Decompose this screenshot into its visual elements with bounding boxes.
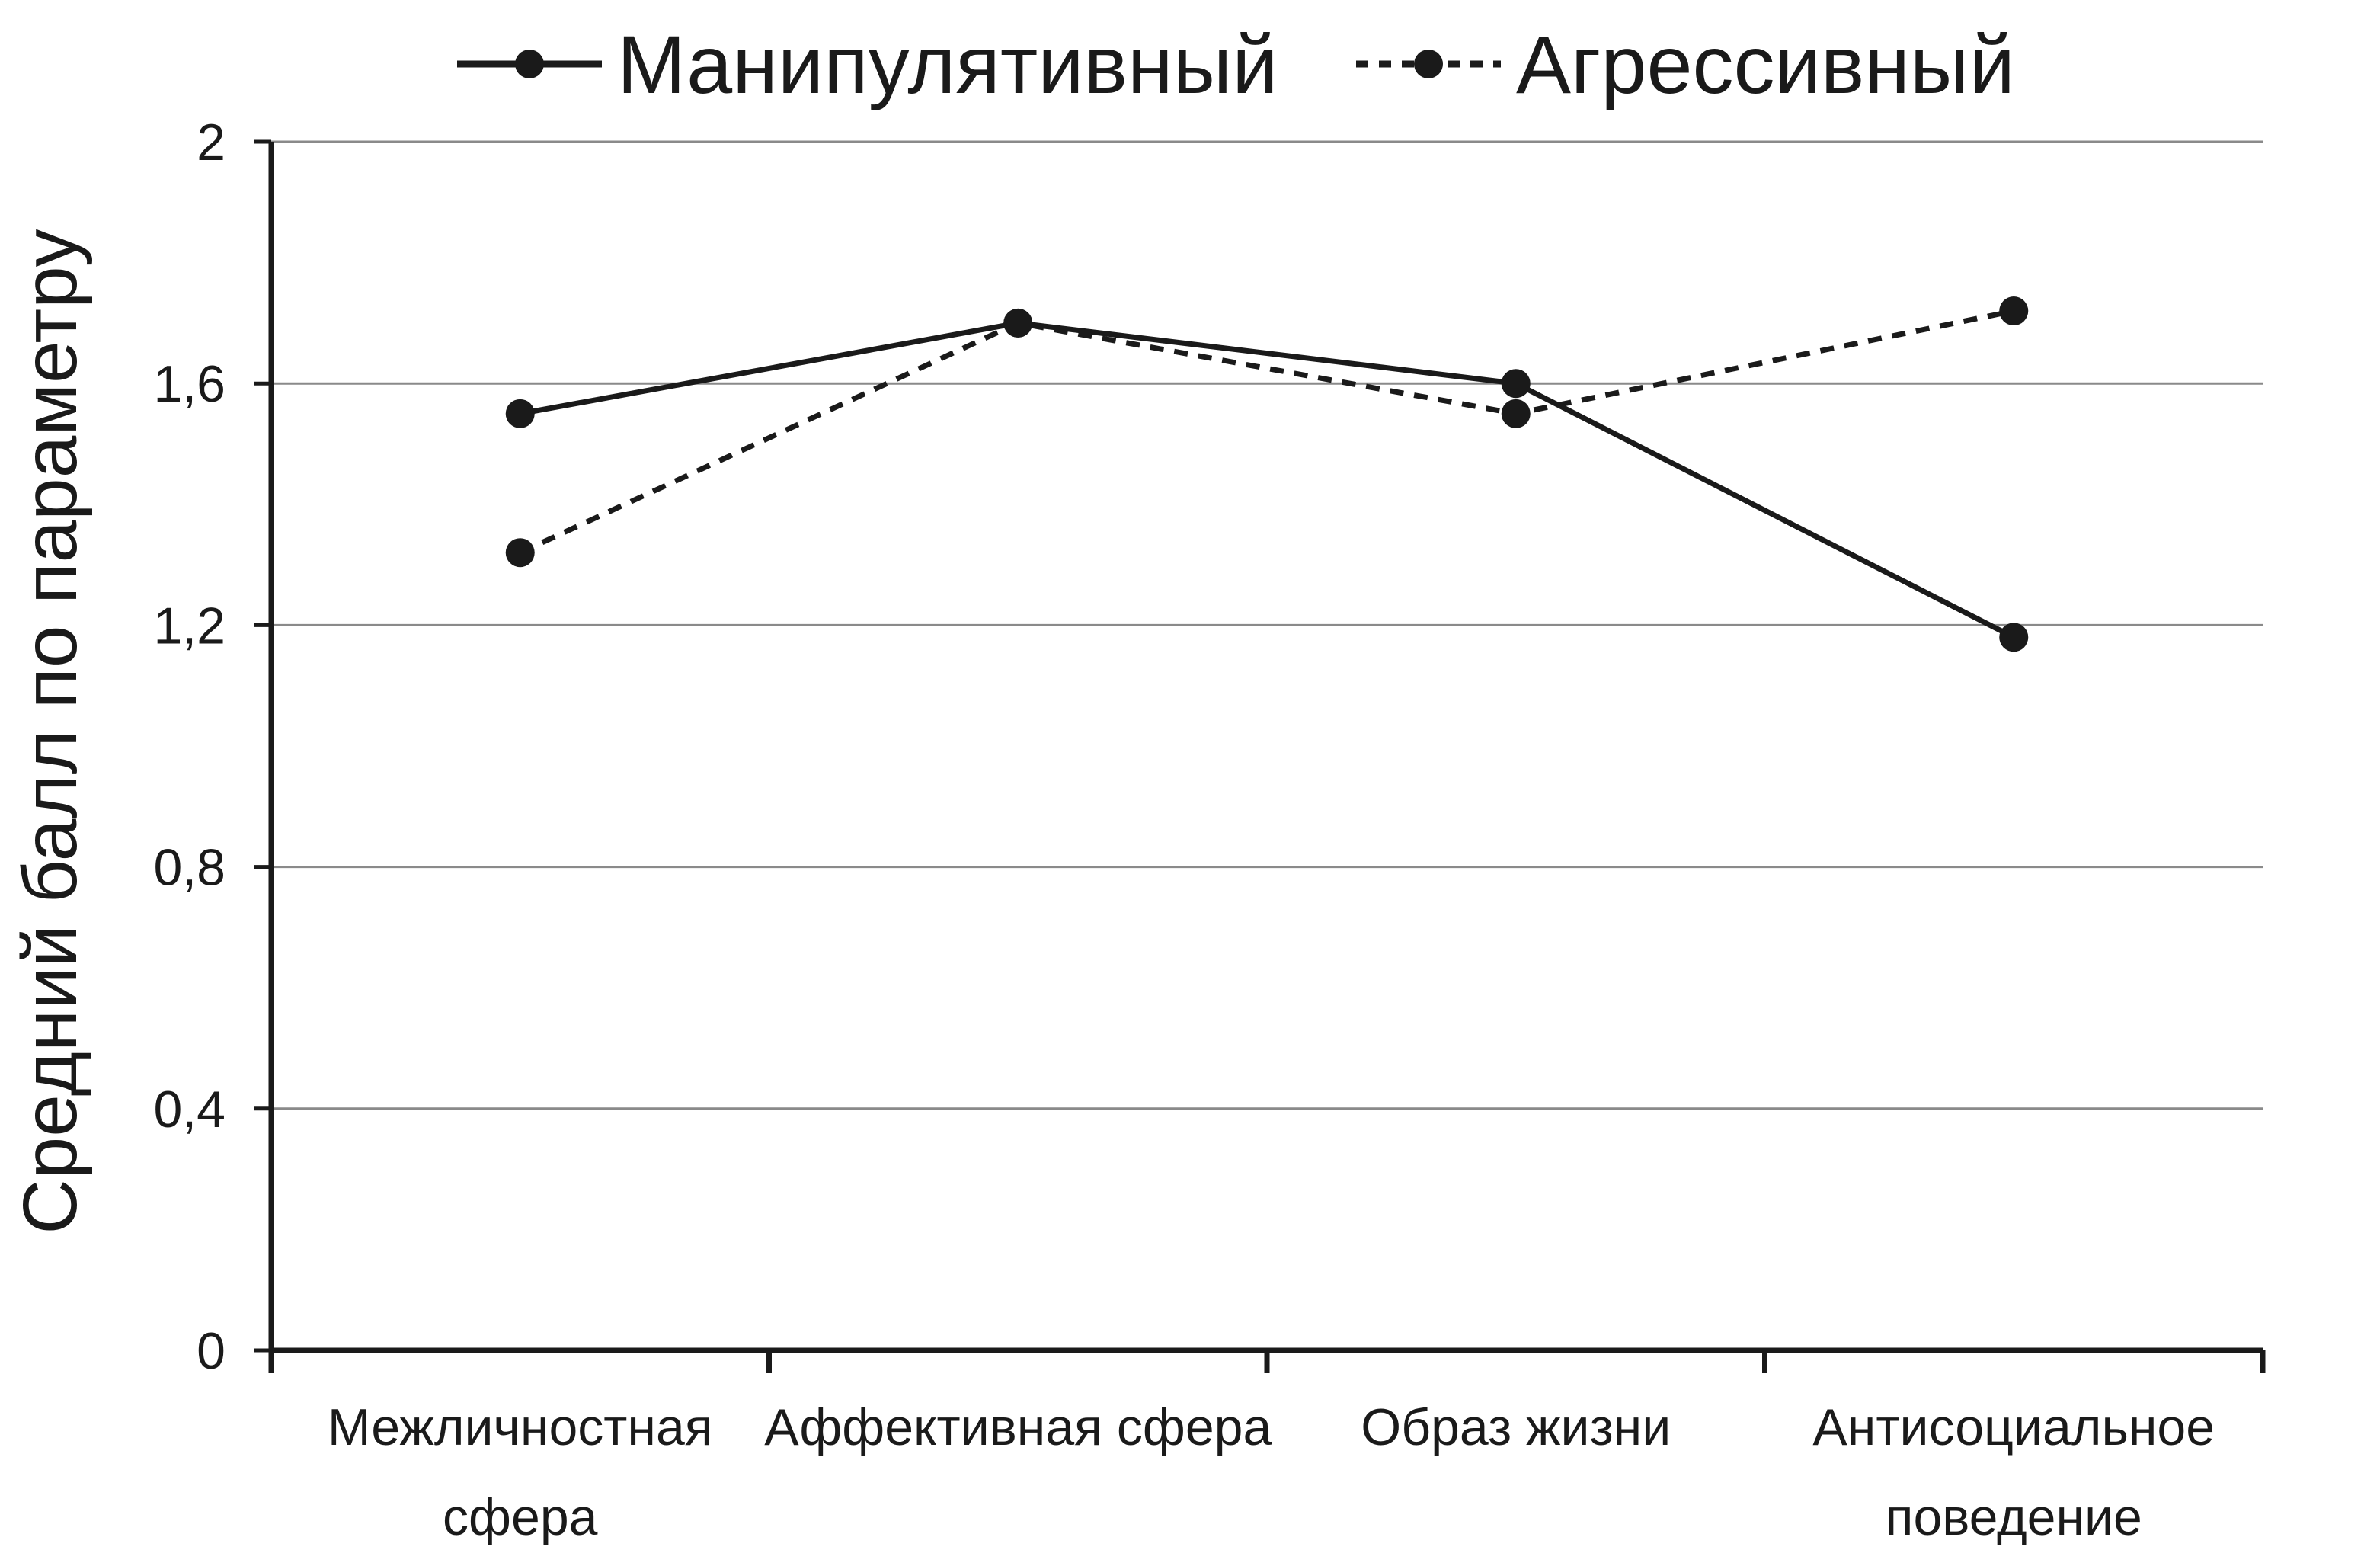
legend-label: Агрессивный bbox=[1516, 18, 2015, 110]
axes bbox=[254, 139, 2266, 1373]
y-tick-labels: 0 0,4 0,8 1,2 1,6 2 bbox=[153, 114, 226, 1380]
series bbox=[505, 296, 2029, 652]
legend-swatch-marker bbox=[1414, 50, 1443, 78]
legend-swatch-marker bbox=[515, 50, 544, 78]
x-category-label: Антисоциальное bbox=[1812, 1398, 2215, 1456]
series-line bbox=[519, 308, 2014, 556]
gridlines bbox=[271, 140, 2263, 1110]
data-point bbox=[1999, 296, 2029, 326]
x-category-label: Межличностная bbox=[328, 1398, 713, 1456]
y-tick-label: 1,2 bbox=[153, 597, 226, 655]
legend-label: Манипулятивный bbox=[617, 18, 1278, 110]
data-point bbox=[505, 538, 535, 568]
data-point bbox=[1999, 623, 2029, 652]
x-category-label: поведение bbox=[1886, 1488, 2142, 1546]
data-point bbox=[1003, 308, 1033, 338]
y-tick-label: 0 bbox=[197, 1322, 226, 1380]
y-tick-label: 1,6 bbox=[153, 355, 226, 413]
series-line bbox=[520, 320, 2015, 640]
data-point bbox=[505, 399, 535, 428]
y-axis-label: Средний балл по параметру bbox=[8, 229, 93, 1234]
y-tick-label: 0,4 bbox=[153, 1081, 226, 1138]
x-category-label: Аффективная сфера bbox=[764, 1398, 1272, 1456]
x-category-labels: Межличностная сфера Аффективная сфера Образ… bbox=[328, 1398, 2215, 1546]
x-category-label: Образ жизни bbox=[1361, 1398, 1671, 1456]
data-point bbox=[1501, 369, 1531, 399]
legend: Манипулятивный Агрессивный bbox=[457, 18, 2015, 110]
data-point bbox=[1501, 399, 1531, 428]
x-category-label: сфера bbox=[443, 1488, 598, 1546]
y-tick-label: 0,8 bbox=[153, 839, 226, 897]
y-tick-label: 2 bbox=[197, 114, 226, 171]
